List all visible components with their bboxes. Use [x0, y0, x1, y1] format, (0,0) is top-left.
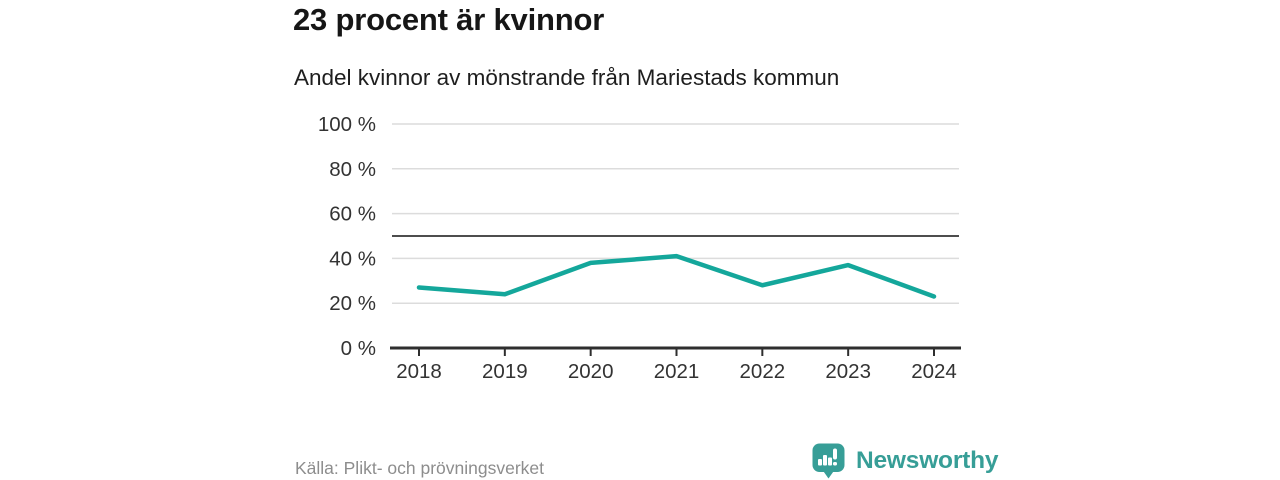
chart-subtitle: Andel kvinnor av mönstrande från Mariest…: [294, 65, 840, 90]
trend-line: [416, 253, 937, 299]
y-tick-label: 20 %: [329, 292, 376, 315]
y-tick-label: 60 %: [329, 203, 376, 226]
brand-logo: Newsworthy: [810, 442, 999, 479]
x-tick-label: 2020: [568, 360, 614, 383]
bar-chart-speech-bubble-icon: [812, 443, 845, 479]
line-chart: 2018 2019 2020 2021 2022 2023 2024 0 % 20 % 40 % 6…: [318, 113, 961, 383]
x-tick-label: 2024: [911, 360, 957, 383]
y-tick-label: 80 %: [329, 158, 376, 181]
brand-name: Newsworthy: [856, 446, 999, 474]
x-tick-label: 2018: [396, 360, 442, 383]
x-tick-label: 2021: [654, 360, 700, 383]
page-title: 23 procent är kvinnor: [293, 2, 605, 37]
x-tick-label: 2022: [740, 360, 786, 383]
y-tick-label: 0 %: [341, 337, 376, 360]
y-tick-label: 100 %: [318, 113, 376, 136]
x-tick-label: 2023: [825, 360, 871, 383]
source-note: Källa: Plikt- och prövningsverket: [295, 458, 544, 478]
x-tick-label: 2019: [482, 360, 528, 383]
y-tick-label: 40 %: [329, 247, 376, 270]
